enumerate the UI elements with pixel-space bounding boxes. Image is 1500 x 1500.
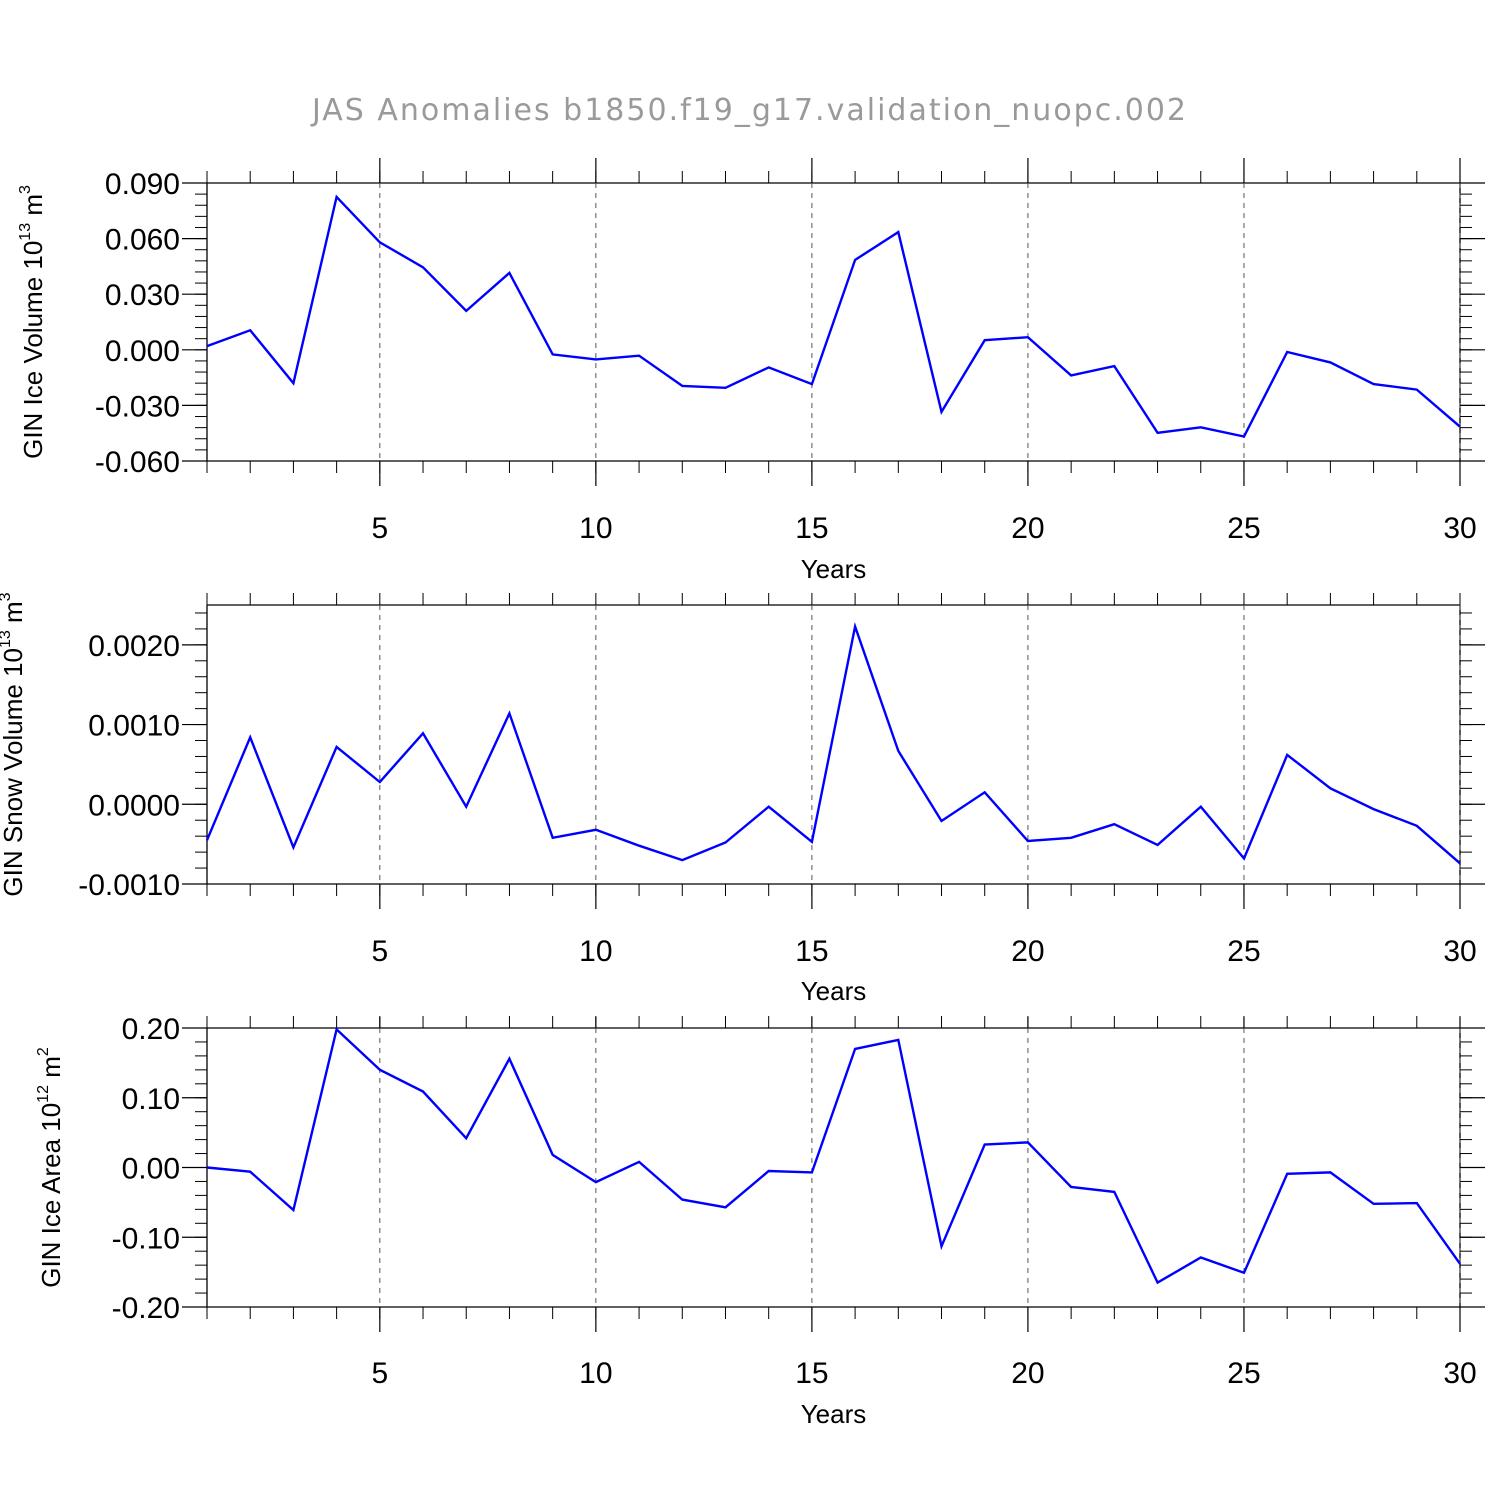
- y-axis-title: GIN Ice Volume 1013 m3: [17, 185, 48, 459]
- x-tick-label: 5: [371, 935, 388, 968]
- series-line: [206, 1027, 1461, 1285]
- panels: 5 10 15 20 25 30 -0.060 -0.030 0.000 0.030 0.060 0.…: [0, 158, 1485, 1429]
- x-axis-title: Years: [801, 1399, 867, 1429]
- panel-2: 5 10 15 20 25 30 -0.0010 0.0000 0.0010 0.0020 Year…: [0, 592, 1485, 1006]
- y-tick-label: -0.20: [112, 1292, 180, 1325]
- series-line: [206, 194, 1461, 438]
- x-tick-label: 10: [579, 512, 612, 545]
- y-tick-label: -0.030: [95, 390, 180, 423]
- x-tick-label: 10: [579, 1357, 612, 1390]
- x-tick-label: 25: [1227, 1357, 1260, 1390]
- y-axis-title: GIN Ice Area 1012 m2: [35, 1047, 66, 1288]
- y-tick-label: 0.0020: [88, 630, 180, 663]
- y-tick-label: -0.0010: [78, 869, 180, 902]
- panel-3: 5 10 15 20 25 30 -0.20 -0.10 0.00 0.10 0.20 Years GI…: [35, 1013, 1485, 1429]
- y-tick-label: 0.0000: [88, 789, 180, 822]
- y-tick-label: -0.060: [95, 446, 180, 479]
- y-tick-label: 0.030: [105, 279, 180, 312]
- y-tick-label: -0.10: [112, 1222, 180, 1255]
- x-tick-label: 30: [1443, 1357, 1476, 1390]
- y-tick-label: 0.090: [105, 168, 180, 201]
- x-tick-label: 5: [371, 1357, 388, 1390]
- y-tick-label: 0.060: [105, 224, 180, 257]
- x-axis-title: Years: [801, 976, 867, 1006]
- y-tick-label: 0.10: [122, 1083, 180, 1116]
- chart-title: JAS Anomalies b1850.f19_g17.validation_n…: [310, 93, 1188, 128]
- x-tick-label: 5: [371, 512, 388, 545]
- y-tick-label: 0.00: [122, 1153, 180, 1186]
- x-tick-label: 15: [795, 1357, 828, 1390]
- panel-1: 5 10 15 20 25 30 -0.060 -0.030 0.000 0.030 0.060 0.…: [17, 158, 1485, 584]
- x-tick-label: 20: [1011, 512, 1044, 545]
- x-tick-label: 10: [579, 935, 612, 968]
- x-tick-label: 15: [795, 512, 828, 545]
- y-tick-label: 0.000: [105, 335, 180, 368]
- x-tick-label: 30: [1443, 935, 1476, 968]
- y-tick-label: 0.20: [122, 1013, 180, 1046]
- x-tick-label: 20: [1011, 935, 1044, 968]
- y-tick-label: 0.0010: [88, 710, 180, 743]
- x-tick-label: 15: [795, 935, 828, 968]
- y-axis-title: GIN Snow Volume 1013 m3: [0, 592, 28, 896]
- x-tick-label: 30: [1443, 512, 1476, 545]
- series-line: [205, 621, 1461, 865]
- x-tick-label: 25: [1227, 935, 1260, 968]
- x-tick-label: 20: [1011, 1357, 1044, 1390]
- x-axis-title: Years: [801, 554, 867, 584]
- x-tick-label: 25: [1227, 512, 1260, 545]
